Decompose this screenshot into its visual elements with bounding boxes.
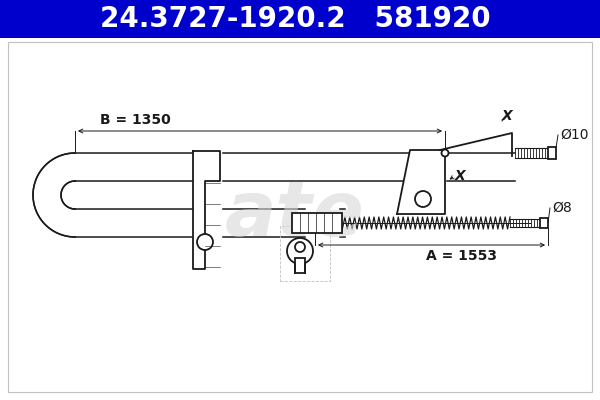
Bar [548, 147, 556, 159]
Text: Ø8: Ø8 [552, 201, 572, 215]
Circle shape [415, 191, 431, 207]
Bar [280, 226, 330, 281]
Text: ate: ate [225, 178, 365, 252]
Bar [0, 0, 600, 38]
Bar [540, 218, 548, 228]
Text: B = 1350: B = 1350 [100, 113, 170, 127]
Bar [295, 258, 305, 273]
Text: 24.3727-1920.2   581920: 24.3727-1920.2 581920 [100, 5, 490, 33]
Text: ®: ® [323, 225, 337, 239]
Text: A = 1553: A = 1553 [426, 249, 497, 263]
Circle shape [197, 234, 213, 250]
Text: X: X [502, 109, 512, 123]
Circle shape [287, 238, 313, 264]
Bar [8, 42, 592, 392]
Text: X: X [455, 169, 466, 183]
Text: Ø10: Ø10 [560, 128, 589, 142]
Circle shape [295, 242, 305, 252]
Circle shape [442, 150, 449, 156]
Bar [292, 213, 342, 233]
Polygon shape [193, 151, 220, 269]
Polygon shape [397, 150, 445, 214]
